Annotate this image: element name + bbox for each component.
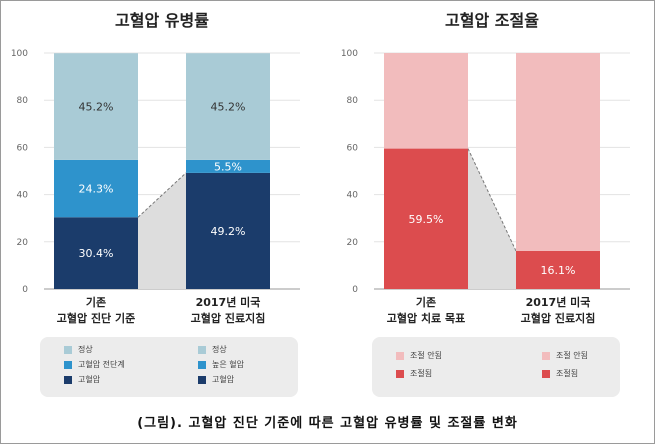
y-tick-label: 20: [17, 238, 29, 248]
x-tick-label: 기존: [86, 295, 106, 309]
bar-segment: [54, 53, 138, 160]
bar-segment: [186, 172, 270, 289]
data-label: 45.2%: [79, 101, 114, 114]
data-label: 45.2%: [211, 101, 246, 114]
legend-item: 고혈압: [64, 374, 100, 385]
prevalence-chart: 고혈압 유병률 0 20 40 60 80 100 30.4% 24.3% 45.2% 기존고혈압 …: [11, 11, 300, 325]
bar-segment: [516, 53, 600, 252]
legend-label: 조절됨: [410, 369, 433, 378]
data-label: 5.5%: [214, 160, 242, 173]
x-tick-label: 기존: [416, 295, 436, 309]
x-tick-label: 고혈압 진료지침: [521, 311, 596, 325]
y-tick-label: 100: [341, 49, 358, 59]
legend-label: 조절됨: [556, 369, 579, 378]
legend-item: 정상: [64, 344, 93, 355]
bar-segment: [186, 159, 270, 173]
data-label: 30.4%: [79, 247, 114, 260]
legend-swatch: [64, 345, 72, 354]
connector-line: [467, 148, 517, 252]
legend-label: 높은 혈압: [212, 360, 244, 369]
legend-swatch: [198, 375, 206, 384]
figure-caption: (그림). 고혈압 진단 기준에 따른 고혈압 유병률 및 조절률 변화: [137, 416, 518, 431]
legend-item: 고혈압: [198, 374, 234, 385]
legend-item: 조절 안됨: [542, 350, 588, 361]
y-tick-label: 20: [347, 238, 359, 248]
chart-title: 고혈압 조절율: [445, 11, 539, 30]
y-tick-label: 100: [11, 49, 28, 59]
legend-label: 조절 안됨: [556, 351, 588, 360]
legend-item: 조절됨: [542, 368, 578, 379]
legend-label: 고혈압 전단계: [78, 360, 125, 369]
legend-label: 고혈압: [78, 375, 101, 384]
data-label: 49.2%: [211, 225, 246, 238]
y-tick-label: 80: [347, 96, 359, 106]
bar-segment: [516, 251, 600, 289]
bar-segment: [384, 148, 468, 289]
bar-segment: [54, 159, 138, 218]
data-label: 24.3%: [79, 183, 114, 196]
bar-segment: [384, 53, 468, 149]
y-tick-label: 40: [17, 191, 29, 201]
legend-swatch: [542, 351, 550, 360]
legend-label: 정상: [78, 345, 93, 354]
x-tick-label: 2017년 미국: [526, 295, 591, 309]
connector-area: [468, 148, 516, 289]
chart-title: 고혈압 유병률: [115, 11, 209, 30]
y-tick-label: 60: [347, 143, 359, 153]
y-tick-label: 0: [22, 285, 28, 295]
bar-segment: [54, 217, 138, 289]
data-label: 59.5%: [409, 213, 444, 226]
x-tick-label: 고혈압 진료지침: [191, 311, 266, 325]
legend-swatch: [542, 369, 550, 378]
legend-item: 조절 안됨: [396, 350, 442, 361]
legend-swatch: [198, 360, 206, 369]
legend-label: 조절 안됨: [410, 351, 442, 360]
legend-item: 정상: [198, 344, 227, 355]
legend-label: 정상: [212, 345, 227, 354]
legend-swatch: [64, 375, 72, 384]
x-tick-label: 고혈압 치료 목표: [387, 311, 466, 325]
connector-area: [138, 172, 186, 289]
legend-swatch: [396, 351, 404, 360]
legend-item: 고혈압 전단계: [64, 359, 125, 370]
y-tick-label: 80: [17, 96, 29, 106]
x-tick-label: 2017년 미국: [196, 295, 261, 309]
y-tick-label: 60: [17, 143, 29, 153]
bar-segment: [186, 53, 270, 160]
x-tick-label: 고혈압 진단 기준: [57, 311, 136, 325]
legend-swatch: [396, 369, 404, 378]
legend-item: 조절됨: [396, 368, 432, 379]
y-tick-label: 40: [347, 191, 359, 201]
data-label: 16.1%: [541, 264, 576, 277]
y-tick-label: 0: [352, 285, 358, 295]
connector-line: [137, 172, 187, 218]
legend-swatch: [64, 360, 72, 369]
legend-swatch: [198, 345, 206, 354]
legend-label: 고혈압: [212, 375, 235, 384]
legend-item: 높은 혈압: [198, 359, 244, 370]
